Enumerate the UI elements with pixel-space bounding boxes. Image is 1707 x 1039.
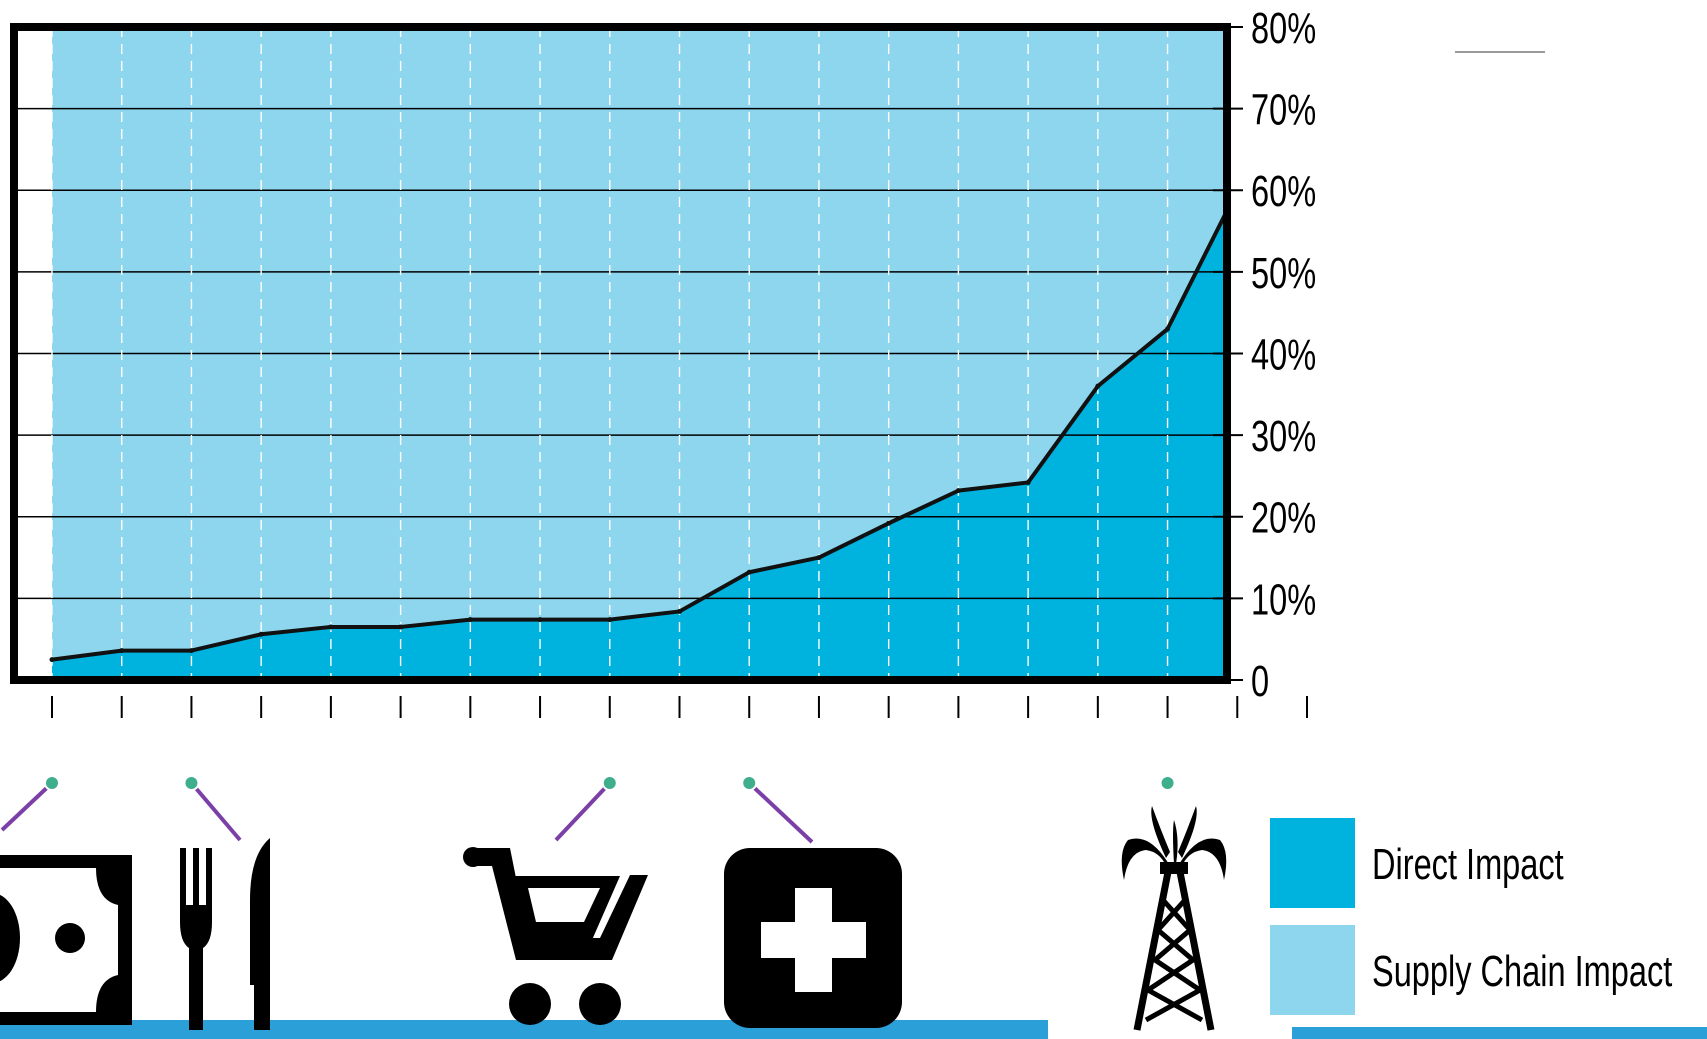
y-tick-label: 20% bbox=[1251, 494, 1316, 543]
direct-impact-point bbox=[398, 624, 404, 630]
legend-swatch bbox=[1270, 818, 1355, 908]
shopping-cart-icon bbox=[463, 847, 648, 1025]
icon-row bbox=[0, 775, 1707, 1039]
oil-derrick-icon bbox=[1121, 806, 1227, 1031]
icon-marker-dot bbox=[44, 775, 60, 791]
direct-impact-point bbox=[886, 520, 892, 526]
legend: Direct Impact Supply Chain Impact bbox=[1270, 818, 1673, 1015]
icon-connector-line bbox=[747, 781, 814, 844]
direct-impact-point bbox=[188, 648, 194, 654]
icon-marker-dot bbox=[601, 775, 618, 791]
icon-connector-line bbox=[554, 781, 612, 842]
y-tick-label: 40% bbox=[1251, 331, 1316, 380]
direct-impact-point bbox=[537, 617, 543, 623]
direct-impact-point bbox=[49, 657, 55, 663]
x-axis-ticks bbox=[51, 696, 1308, 718]
direct-impact-point bbox=[1165, 326, 1171, 332]
fork-knife-icon bbox=[180, 838, 270, 1030]
direct-impact-point bbox=[328, 624, 334, 630]
icon-marker-dot bbox=[1159, 775, 1176, 791]
y-tick-label: 60% bbox=[1251, 168, 1316, 217]
direct-impact-point bbox=[607, 617, 613, 623]
legend-label: Supply Chain Impact bbox=[1372, 947, 1673, 996]
medical-cross-icon bbox=[724, 848, 902, 1028]
plot-area bbox=[14, 27, 1227, 680]
y-tick-label: 80% bbox=[1251, 4, 1316, 53]
direct-impact-point bbox=[1095, 383, 1101, 389]
y-tick-label: 0 bbox=[1251, 657, 1269, 706]
y-tick-label: 30% bbox=[1251, 412, 1316, 461]
bottom-band-right bbox=[1292, 1027, 1707, 1039]
icon-marker-dot bbox=[741, 775, 758, 791]
direct-impact-point bbox=[677, 608, 682, 614]
icon-connector-line bbox=[189, 781, 242, 842]
direct-impact-point bbox=[119, 648, 125, 654]
legend-swatch bbox=[1270, 925, 1355, 1015]
direct-impact-point bbox=[467, 617, 473, 623]
y-tick-label: 70% bbox=[1251, 86, 1316, 135]
direct-impact-area bbox=[52, 210, 1227, 680]
icon-marker-dot bbox=[183, 775, 200, 791]
direct-impact-point bbox=[955, 488, 961, 494]
y-tick-label: 10% bbox=[1251, 576, 1316, 625]
direct-impact-point bbox=[746, 569, 752, 575]
direct-impact-point bbox=[1025, 479, 1031, 485]
direct-impact-point bbox=[816, 555, 822, 561]
y-axis: 80% 70% 60% 50% 40% 30% 20% 10% 0 bbox=[10, 4, 1545, 706]
icon-connector-line bbox=[0, 781, 54, 832]
money-icon bbox=[0, 855, 132, 1025]
legend-label: Direct Impact bbox=[1372, 840, 1564, 889]
direct-impact-point bbox=[258, 631, 264, 637]
y-tick-label: 50% bbox=[1251, 249, 1316, 298]
